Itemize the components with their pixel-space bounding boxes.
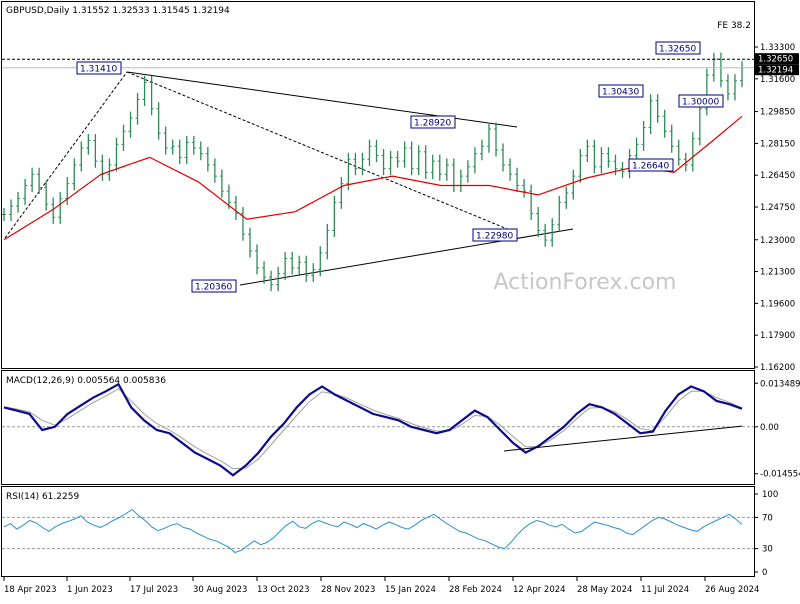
label-126640-box (628, 158, 674, 172)
label-130430: 1.30430 (602, 88, 639, 98)
x-axis-tick-label: 26 Aug 2024 (705, 585, 759, 595)
label-130000-box (678, 94, 724, 108)
macd-y-tick-label: 0.00 (760, 423, 779, 433)
price-y-tick-label: 1.31600 (760, 75, 795, 85)
label-126640: 1.26640 (632, 162, 669, 172)
x-axis-tick-label: 17 Jul 2023 (130, 585, 178, 595)
price-panel-frame (1, 1, 755, 369)
x-axis-tick-label: 12 Apr 2024 (513, 585, 566, 595)
x-axis-tick-label: 11 Jul 2024 (641, 585, 689, 595)
price-y-tick-label: 1.26450 (760, 171, 795, 181)
macd-panel-title: MACD(12,26,9) 0.005564 0.005836 (6, 376, 166, 386)
label-128920: 1.28920 (414, 119, 451, 129)
macd-signal-line (3, 388, 743, 470)
macd-panel-frame (1, 370, 755, 485)
label-120360: 1.20360 (195, 283, 232, 293)
label-132650-box (655, 41, 701, 55)
price-y-tick-label: 1.24750 (760, 203, 795, 213)
x-axis-tick-label: 15 Jan 2024 (385, 585, 436, 595)
price-y-tick-label: 1.23000 (760, 236, 795, 246)
label-130430-box (598, 84, 644, 98)
label-132650: 1.32650 (659, 45, 696, 55)
x-axis-tick-label: 13 Oct 2023 (257, 585, 310, 595)
x-axis-tick-label: 18 Apr 2023 (4, 585, 57, 595)
rsi-y-tick-label: 70 (762, 513, 773, 523)
macd-support-trendline (504, 425, 743, 452)
rsi-line (3, 508, 743, 554)
x-axis-tick-label: 28 Feb 2024 (449, 585, 502, 595)
price-tag-label: 1.32194 (758, 66, 793, 76)
price-y-tick-label: 1.19600 (760, 299, 795, 309)
label-128920-box (410, 115, 456, 129)
rsi-panel-title: RSI(14) 61.2259 (6, 492, 79, 502)
price-y-tick-label: 1.33300 (760, 43, 795, 53)
macd-y-tick-label: 0.013489 (760, 379, 800, 389)
rsi-y-tick-label: 100 (762, 490, 778, 500)
label-122980: 1.22980 (476, 232, 513, 242)
label-131410-box (76, 61, 122, 75)
label-131410: 1.31410 (80, 65, 117, 75)
label-130000: 1.30000 (682, 98, 719, 108)
x-axis-tick-label: 28 May 2024 (577, 585, 632, 595)
price-y-tick-label: 1.17900 (760, 331, 795, 341)
x-axis-tick-label: 1 Jun 2023 (67, 585, 113, 595)
price-y-tick-label: 1.21300 (760, 268, 795, 278)
rsi-y-tick-label: 30 (762, 545, 773, 555)
price-tag-label: 1.32650 (758, 55, 793, 65)
watermark: ActionForex.com (494, 270, 677, 295)
price-tag-box (755, 53, 799, 65)
rsi-y-tick-label: 0 (762, 568, 767, 578)
price-y-tick-label: 1.28150 (760, 139, 795, 149)
rise-dashed-line (4, 71, 128, 239)
macd-y-tick-label: -0.014554 (760, 470, 800, 480)
channel-dashed-line (126, 71, 518, 234)
x-axis-tick-label: 30 Aug 2023 (193, 585, 247, 595)
label-122980-box (472, 228, 518, 242)
price-y-tick-label: 1.29850 (760, 108, 795, 118)
label-120360-box (191, 279, 237, 293)
price-tag-box (755, 64, 799, 76)
rsi-panel-frame (1, 486, 755, 577)
fib-extension-label: FE 38.2 (717, 21, 751, 31)
chart-header-title: GBPUSD,Daily 1.31552 1.32533 1.31545 1.3… (6, 6, 230, 16)
x-axis-tick-label: 28 Nov 2023 (321, 585, 375, 595)
macd-line (3, 382, 743, 477)
price-y-tick-label: 1.16200 (760, 363, 795, 373)
